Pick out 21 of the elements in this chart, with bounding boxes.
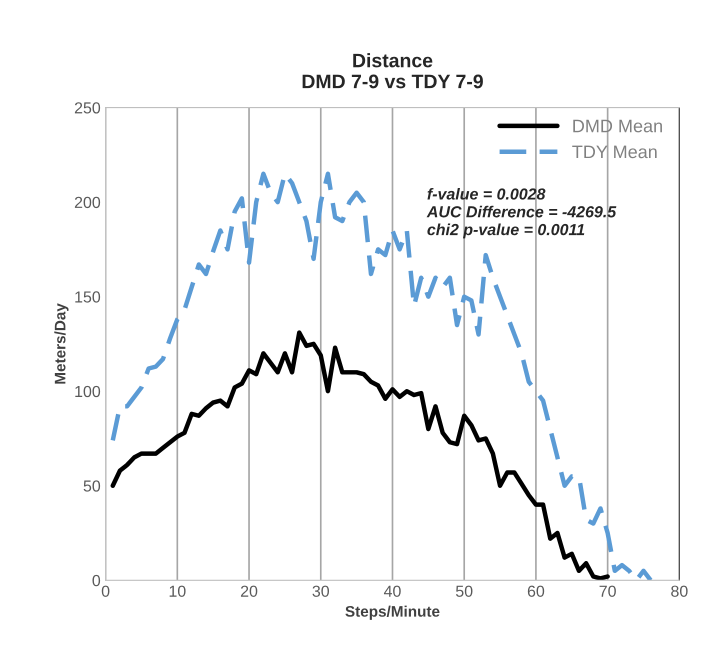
x-tick-label: 0 <box>102 586 110 597</box>
x-tick-label: 40 <box>384 586 401 597</box>
y-tick-label: 50 <box>84 480 100 492</box>
x-tick-label: 80 <box>671 586 688 597</box>
x-tick-label: 60 <box>528 586 544 597</box>
chart-title: Distance DMD 7-9 vs TDY 7-9 <box>302 53 483 88</box>
y-tick-label: 250 <box>74 102 100 114</box>
y-axis-title: Meters/Day <box>54 303 69 384</box>
x-tick-label: 50 <box>456 586 472 597</box>
x-tick-label: 30 <box>312 586 330 597</box>
y-tick-label: 100 <box>75 386 100 398</box>
y-tick-label: 0 <box>92 574 100 586</box>
x-tick-label: 20 <box>240 586 258 597</box>
x-tick-label: 10 <box>170 586 186 597</box>
annotation: f-value = 0.0028 AUC Difference = -4269.5 chi2 p-value = 0.0011 <box>426 188 616 238</box>
x-axis-title: Steps/Minute <box>345 606 440 620</box>
line-series <box>110 172 653 580</box>
y-tick-label: 150 <box>75 291 100 303</box>
y-tick-label: 200 <box>74 196 100 208</box>
x-tick-label: 70 <box>600 586 616 597</box>
line-series <box>110 330 610 580</box>
